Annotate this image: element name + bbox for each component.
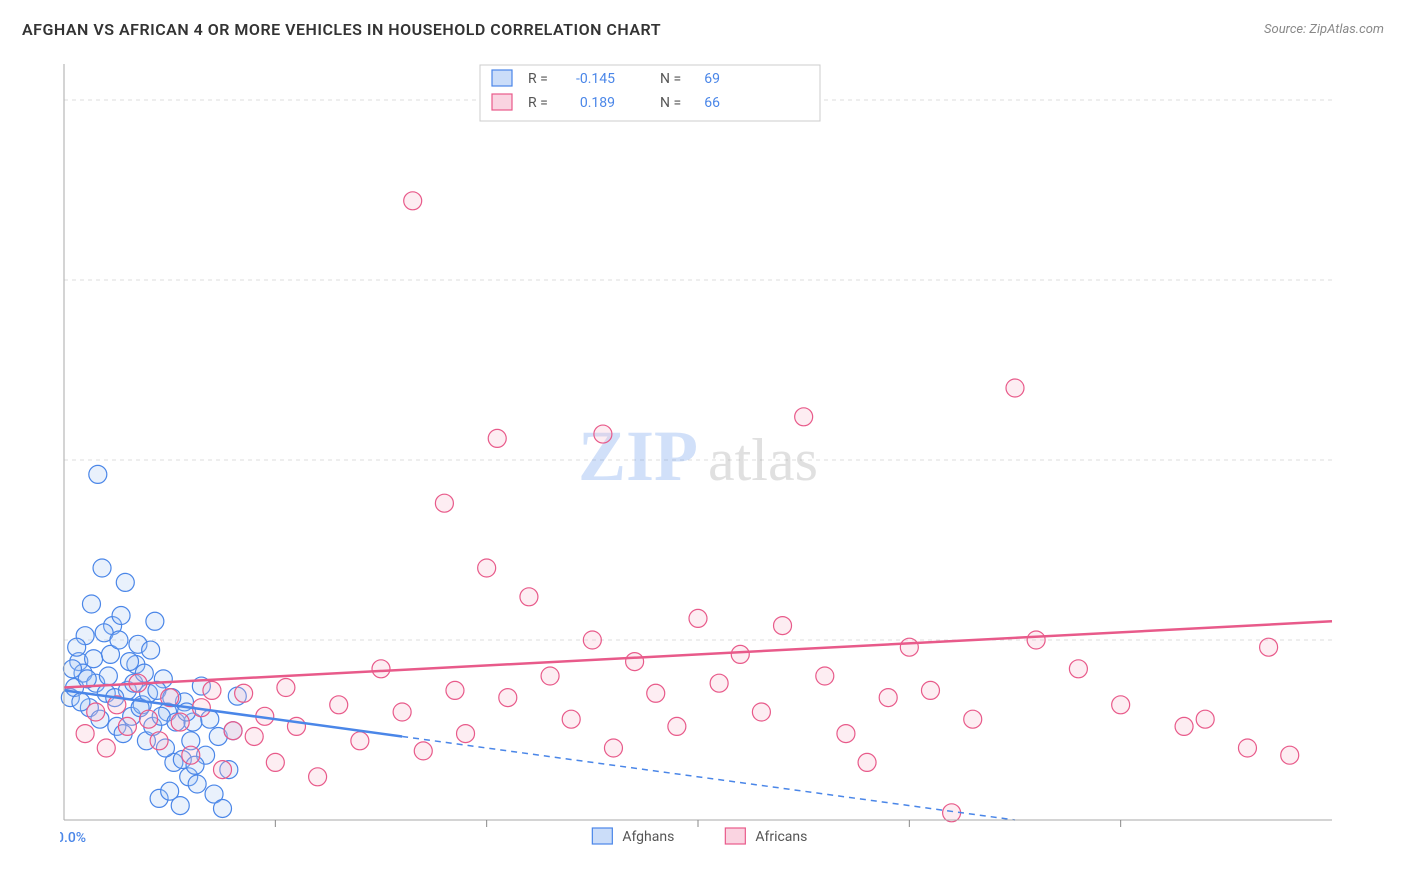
legend-r-label: R = bbox=[528, 95, 548, 111]
legend-r-label: R = bbox=[528, 71, 548, 87]
scatter-point-africans bbox=[1196, 710, 1214, 728]
scatter-point-africans bbox=[203, 681, 221, 699]
bottom-legend-label: Afghans bbox=[622, 829, 674, 845]
scatter-point-africans bbox=[87, 703, 105, 721]
scatter-point-afghans bbox=[214, 799, 232, 817]
scatter-point-africans bbox=[562, 710, 580, 728]
scatter-point-africans bbox=[351, 732, 369, 750]
scatter-point-afghans bbox=[99, 667, 117, 685]
chart-area: 12.5%25.0%37.5%50.0%ZIPatlas0.0%60.0%4 o… bbox=[60, 60, 1336, 847]
scatter-point-africans bbox=[150, 732, 168, 750]
scatter-point-africans bbox=[118, 717, 136, 735]
scatter-point-africans bbox=[404, 192, 422, 210]
scatter-point-africans bbox=[604, 739, 622, 757]
scatter-point-africans bbox=[214, 761, 232, 779]
scatter-point-afghans bbox=[142, 641, 160, 659]
scatter-point-africans bbox=[689, 609, 707, 627]
scatter-point-africans bbox=[1112, 696, 1130, 714]
legend-n-value: 69 bbox=[704, 71, 720, 87]
scatter-point-africans bbox=[752, 703, 770, 721]
scatter-point-africans bbox=[520, 588, 538, 606]
legend-swatch bbox=[492, 94, 512, 110]
scatter-point-africans bbox=[330, 696, 348, 714]
watermark-atlas: atlas bbox=[708, 427, 818, 493]
scatter-point-africans bbox=[583, 631, 601, 649]
scatter-point-africans bbox=[277, 679, 295, 697]
scatter-point-africans bbox=[499, 689, 517, 707]
scatter-point-africans bbox=[1006, 379, 1024, 397]
scatter-point-africans bbox=[1238, 739, 1256, 757]
title-bar: AFGHAN VS AFRICAN 4 OR MORE VEHICLES IN … bbox=[22, 20, 1384, 39]
legend-n-label: N = bbox=[660, 95, 681, 111]
legend-n-label: N = bbox=[660, 71, 681, 87]
scatter-point-africans bbox=[816, 667, 834, 685]
scatter-point-africans bbox=[478, 559, 496, 577]
scatter-point-africans bbox=[731, 645, 749, 663]
scatter-point-africans bbox=[76, 725, 94, 743]
scatter-point-africans bbox=[182, 746, 200, 764]
scatter-point-africans bbox=[97, 739, 115, 757]
scatter-point-afghans bbox=[82, 595, 100, 613]
scatter-point-afghans bbox=[171, 797, 189, 815]
scatter-point-africans bbox=[1281, 746, 1299, 764]
legend-r-value: -0.145 bbox=[576, 71, 615, 87]
scatter-point-africans bbox=[446, 681, 464, 699]
trend-line-africans bbox=[64, 621, 1332, 687]
scatter-chart: 12.5%25.0%37.5%50.0%ZIPatlas0.0%60.0%4 o… bbox=[60, 60, 1336, 847]
scatter-point-africans bbox=[1069, 660, 1087, 678]
scatter-point-africans bbox=[1027, 631, 1045, 649]
scatter-point-africans bbox=[171, 713, 189, 731]
scatter-point-afghans bbox=[116, 573, 134, 591]
scatter-point-africans bbox=[1175, 717, 1193, 735]
scatter-point-africans bbox=[710, 674, 728, 692]
scatter-point-africans bbox=[943, 804, 961, 822]
scatter-point-africans bbox=[837, 725, 855, 743]
scatter-point-africans bbox=[647, 684, 665, 702]
scatter-point-africans bbox=[594, 425, 612, 443]
trend-line-dashed-afghans bbox=[402, 736, 1015, 820]
chart-title: AFGHAN VS AFRICAN 4 OR MORE VEHICLES IN … bbox=[22, 20, 661, 39]
scatter-point-afghans bbox=[146, 612, 164, 630]
scatter-point-africans bbox=[541, 667, 559, 685]
scatter-point-africans bbox=[457, 725, 475, 743]
scatter-point-africans bbox=[235, 684, 253, 702]
legend-n-value: 66 bbox=[704, 95, 720, 111]
source-attribution: Source: ZipAtlas.com bbox=[1264, 22, 1384, 37]
scatter-point-africans bbox=[858, 753, 876, 771]
scatter-point-africans bbox=[245, 727, 263, 745]
scatter-point-afghans bbox=[112, 607, 130, 625]
scatter-point-africans bbox=[668, 717, 686, 735]
scatter-point-africans bbox=[266, 753, 284, 771]
scatter-point-africans bbox=[879, 689, 897, 707]
scatter-point-africans bbox=[224, 722, 242, 740]
scatter-point-africans bbox=[393, 703, 411, 721]
scatter-point-africans bbox=[964, 710, 982, 728]
scatter-point-africans bbox=[372, 660, 390, 678]
scatter-point-africans bbox=[140, 710, 158, 728]
scatter-point-africans bbox=[900, 638, 918, 656]
scatter-point-afghans bbox=[85, 650, 103, 668]
scatter-point-africans bbox=[435, 494, 453, 512]
scatter-point-africans bbox=[309, 768, 327, 786]
scatter-point-afghans bbox=[89, 465, 107, 483]
scatter-point-africans bbox=[626, 653, 644, 671]
scatter-point-afghans bbox=[110, 631, 128, 649]
scatter-point-africans bbox=[414, 742, 432, 760]
corner-label-bl: 0.0% bbox=[60, 830, 86, 846]
scatter-point-afghans bbox=[121, 653, 139, 671]
legend-r-value: 0.189 bbox=[580, 95, 615, 111]
scatter-point-africans bbox=[795, 408, 813, 426]
scatter-point-africans bbox=[774, 617, 792, 635]
scatter-point-africans bbox=[921, 681, 939, 699]
scatter-point-africans bbox=[1260, 638, 1278, 656]
scatter-point-afghans bbox=[93, 559, 111, 577]
scatter-point-africans bbox=[488, 429, 506, 447]
scatter-point-afghans bbox=[188, 775, 206, 793]
scatter-point-afghans bbox=[68, 638, 86, 656]
bottom-legend-swatch bbox=[592, 828, 612, 844]
legend-swatch bbox=[492, 70, 512, 86]
bottom-legend-label: Africans bbox=[755, 829, 807, 845]
bottom-legend-swatch bbox=[725, 828, 745, 844]
